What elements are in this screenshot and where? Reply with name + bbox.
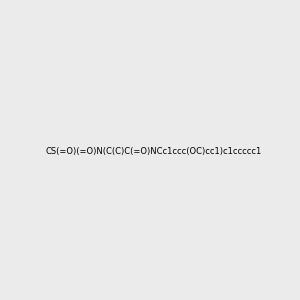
Text: CS(=O)(=O)N(C(C)C(=O)NCc1ccc(OC)cc1)c1ccccc1: CS(=O)(=O)N(C(C)C(=O)NCc1ccc(OC)cc1)c1cc…	[46, 147, 262, 156]
